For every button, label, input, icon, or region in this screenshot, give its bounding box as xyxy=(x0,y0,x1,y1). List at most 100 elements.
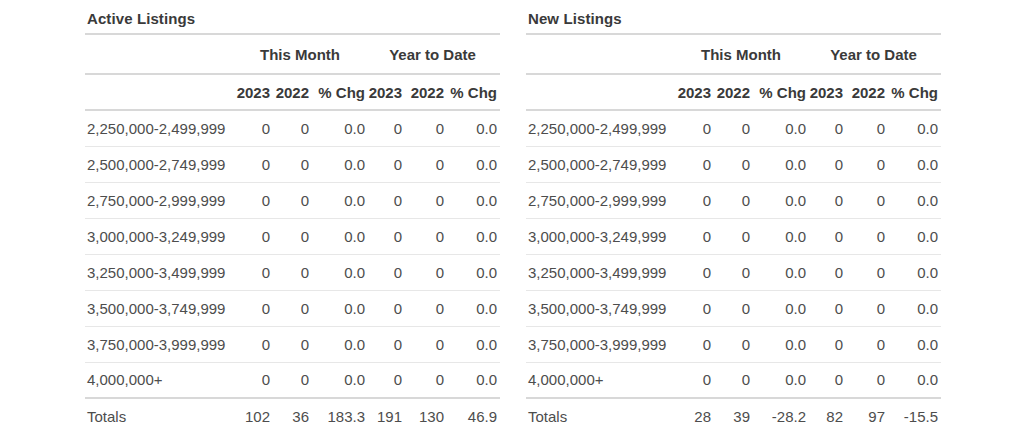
value-cell: 0.0 xyxy=(750,110,806,146)
totals-value-cell: -15.5 xyxy=(885,398,941,434)
table-row: 3,250,000-3,499,999 0 0 0.0 0 0 0.0 xyxy=(526,254,941,290)
value-cell: 0.0 xyxy=(309,290,365,326)
table-row: 4,000,000+ 0 0 0.0 0 0 0.0 xyxy=(85,362,500,398)
value-cell: 0.0 xyxy=(309,218,365,254)
value-cell: 0.0 xyxy=(750,290,806,326)
value-cell: 0 xyxy=(270,362,309,398)
table-row: 3,500,000-3,749,999 0 0 0.0 0 0 0.0 xyxy=(526,290,941,326)
value-cell: 0 xyxy=(676,110,711,146)
table-row: 3,000,000-3,249,999 0 0 0.0 0 0 0.0 xyxy=(85,218,500,254)
totals-value-cell: 82 xyxy=(806,398,843,434)
totals-value-cell: 36 xyxy=(270,398,309,434)
value-cell: 0.0 xyxy=(309,254,365,290)
totals-label: Totals xyxy=(526,398,676,434)
value-cell: 0 xyxy=(711,110,750,146)
value-cell: 0.0 xyxy=(444,290,500,326)
value-cell: 0 xyxy=(676,182,711,218)
value-cell: 0 xyxy=(270,182,309,218)
value-cell: 0 xyxy=(235,146,270,182)
price-range-label: 3,000,000-3,249,999 xyxy=(85,218,235,254)
price-range-label: 3,500,000-3,749,999 xyxy=(526,290,676,326)
value-cell: 0 xyxy=(365,218,402,254)
price-range-label: 2,500,000-2,749,999 xyxy=(526,146,676,182)
value-cell: 0 xyxy=(806,218,843,254)
value-cell: 0 xyxy=(235,254,270,290)
value-cell: 0 xyxy=(806,254,843,290)
table-row: 3,000,000-3,249,999 0 0 0.0 0 0 0.0 xyxy=(526,218,941,254)
spacer-cell xyxy=(526,35,676,74)
value-cell: 0 xyxy=(843,110,885,146)
price-range-label: 2,250,000-2,499,999 xyxy=(85,110,235,146)
value-cell: 0 xyxy=(365,362,402,398)
price-range-label: 3,250,000-3,499,999 xyxy=(526,254,676,290)
price-range-label: 3,750,000-3,999,999 xyxy=(526,326,676,362)
spacer-cell xyxy=(85,74,235,110)
value-cell: 0 xyxy=(676,146,711,182)
column-header-2022: 2022 xyxy=(711,74,750,110)
totals-value-cell: 39 xyxy=(711,398,750,434)
group-header-row: This Month Year to Date xyxy=(85,35,500,74)
value-cell: 0 xyxy=(711,182,750,218)
value-cell: 0 xyxy=(270,146,309,182)
value-cell: 0 xyxy=(270,326,309,362)
price-range-label: 2,500,000-2,749,999 xyxy=(85,146,235,182)
column-header-row: 2023 2022 % Chg 2023 2022 % Chg xyxy=(85,74,500,110)
table-title: New Listings xyxy=(526,0,941,35)
value-cell: 0 xyxy=(806,362,843,398)
value-cell: 0 xyxy=(711,362,750,398)
value-cell: 0.0 xyxy=(309,326,365,362)
value-cell: 0 xyxy=(711,290,750,326)
price-range-label: 4,000,000+ xyxy=(85,362,235,398)
group-header-year-to-date: Year to Date xyxy=(806,35,941,74)
column-header-2023: 2023 xyxy=(806,74,843,110)
value-cell: 0 xyxy=(235,218,270,254)
value-cell: 0 xyxy=(676,218,711,254)
totals-value-cell: 46.9 xyxy=(444,398,500,434)
value-cell: 0 xyxy=(711,218,750,254)
value-cell: 0 xyxy=(235,326,270,362)
value-cell: 0 xyxy=(270,290,309,326)
table-row: 2,250,000-2,499,999 0 0 0.0 0 0 0.0 xyxy=(526,110,941,146)
value-cell: 0 xyxy=(676,362,711,398)
value-cell: 0 xyxy=(270,254,309,290)
value-cell: 0 xyxy=(402,218,444,254)
value-cell: 0 xyxy=(235,110,270,146)
report-page: Active Listings This Month Year to Date … xyxy=(0,0,1024,434)
value-cell: 0.0 xyxy=(750,254,806,290)
table-row: 3,500,000-3,749,999 0 0 0.0 0 0 0.0 xyxy=(85,290,500,326)
value-cell: 0 xyxy=(843,218,885,254)
value-cell: 0 xyxy=(365,290,402,326)
value-cell: 0.0 xyxy=(309,362,365,398)
totals-value-cell: -28.2 xyxy=(750,398,806,434)
value-cell: 0 xyxy=(402,254,444,290)
table-row: 3,750,000-3,999,999 0 0 0.0 0 0 0.0 xyxy=(85,326,500,362)
column-header-pct-chg: % Chg xyxy=(444,74,500,110)
column-header-2022: 2022 xyxy=(402,74,444,110)
value-cell: 0.0 xyxy=(309,146,365,182)
value-cell: 0.0 xyxy=(444,182,500,218)
column-header-2022: 2022 xyxy=(843,74,885,110)
totals-row: Totals 28 39 -28.2 82 97 -15.5 xyxy=(526,398,941,434)
listing-table: New Listings This Month Year to Date 202… xyxy=(526,0,941,434)
tables-container: Active Listings This Month Year to Date … xyxy=(85,0,941,434)
price-range-label: 2,750,000-2,999,999 xyxy=(85,182,235,218)
column-header-2023: 2023 xyxy=(365,74,402,110)
value-cell: 0 xyxy=(806,182,843,218)
value-cell: 0 xyxy=(843,182,885,218)
table-row: 3,250,000-3,499,999 0 0 0.0 0 0 0.0 xyxy=(85,254,500,290)
value-cell: 0 xyxy=(365,146,402,182)
totals-value-cell: 130 xyxy=(402,398,444,434)
table-row: 2,500,000-2,749,999 0 0 0.0 0 0 0.0 xyxy=(526,146,941,182)
value-cell: 0 xyxy=(235,362,270,398)
price-range-label: 3,750,000-3,999,999 xyxy=(85,326,235,362)
column-header-pct-chg: % Chg xyxy=(885,74,941,110)
totals-value-cell: 183.3 xyxy=(309,398,365,434)
value-cell: 0 xyxy=(806,326,843,362)
column-header-2023: 2023 xyxy=(676,74,711,110)
value-cell: 0 xyxy=(711,146,750,182)
spacer-cell xyxy=(85,35,235,74)
value-cell: 0 xyxy=(402,110,444,146)
totals-value-cell: 28 xyxy=(676,398,711,434)
value-cell: 0.0 xyxy=(444,362,500,398)
value-cell: 0 xyxy=(676,290,711,326)
